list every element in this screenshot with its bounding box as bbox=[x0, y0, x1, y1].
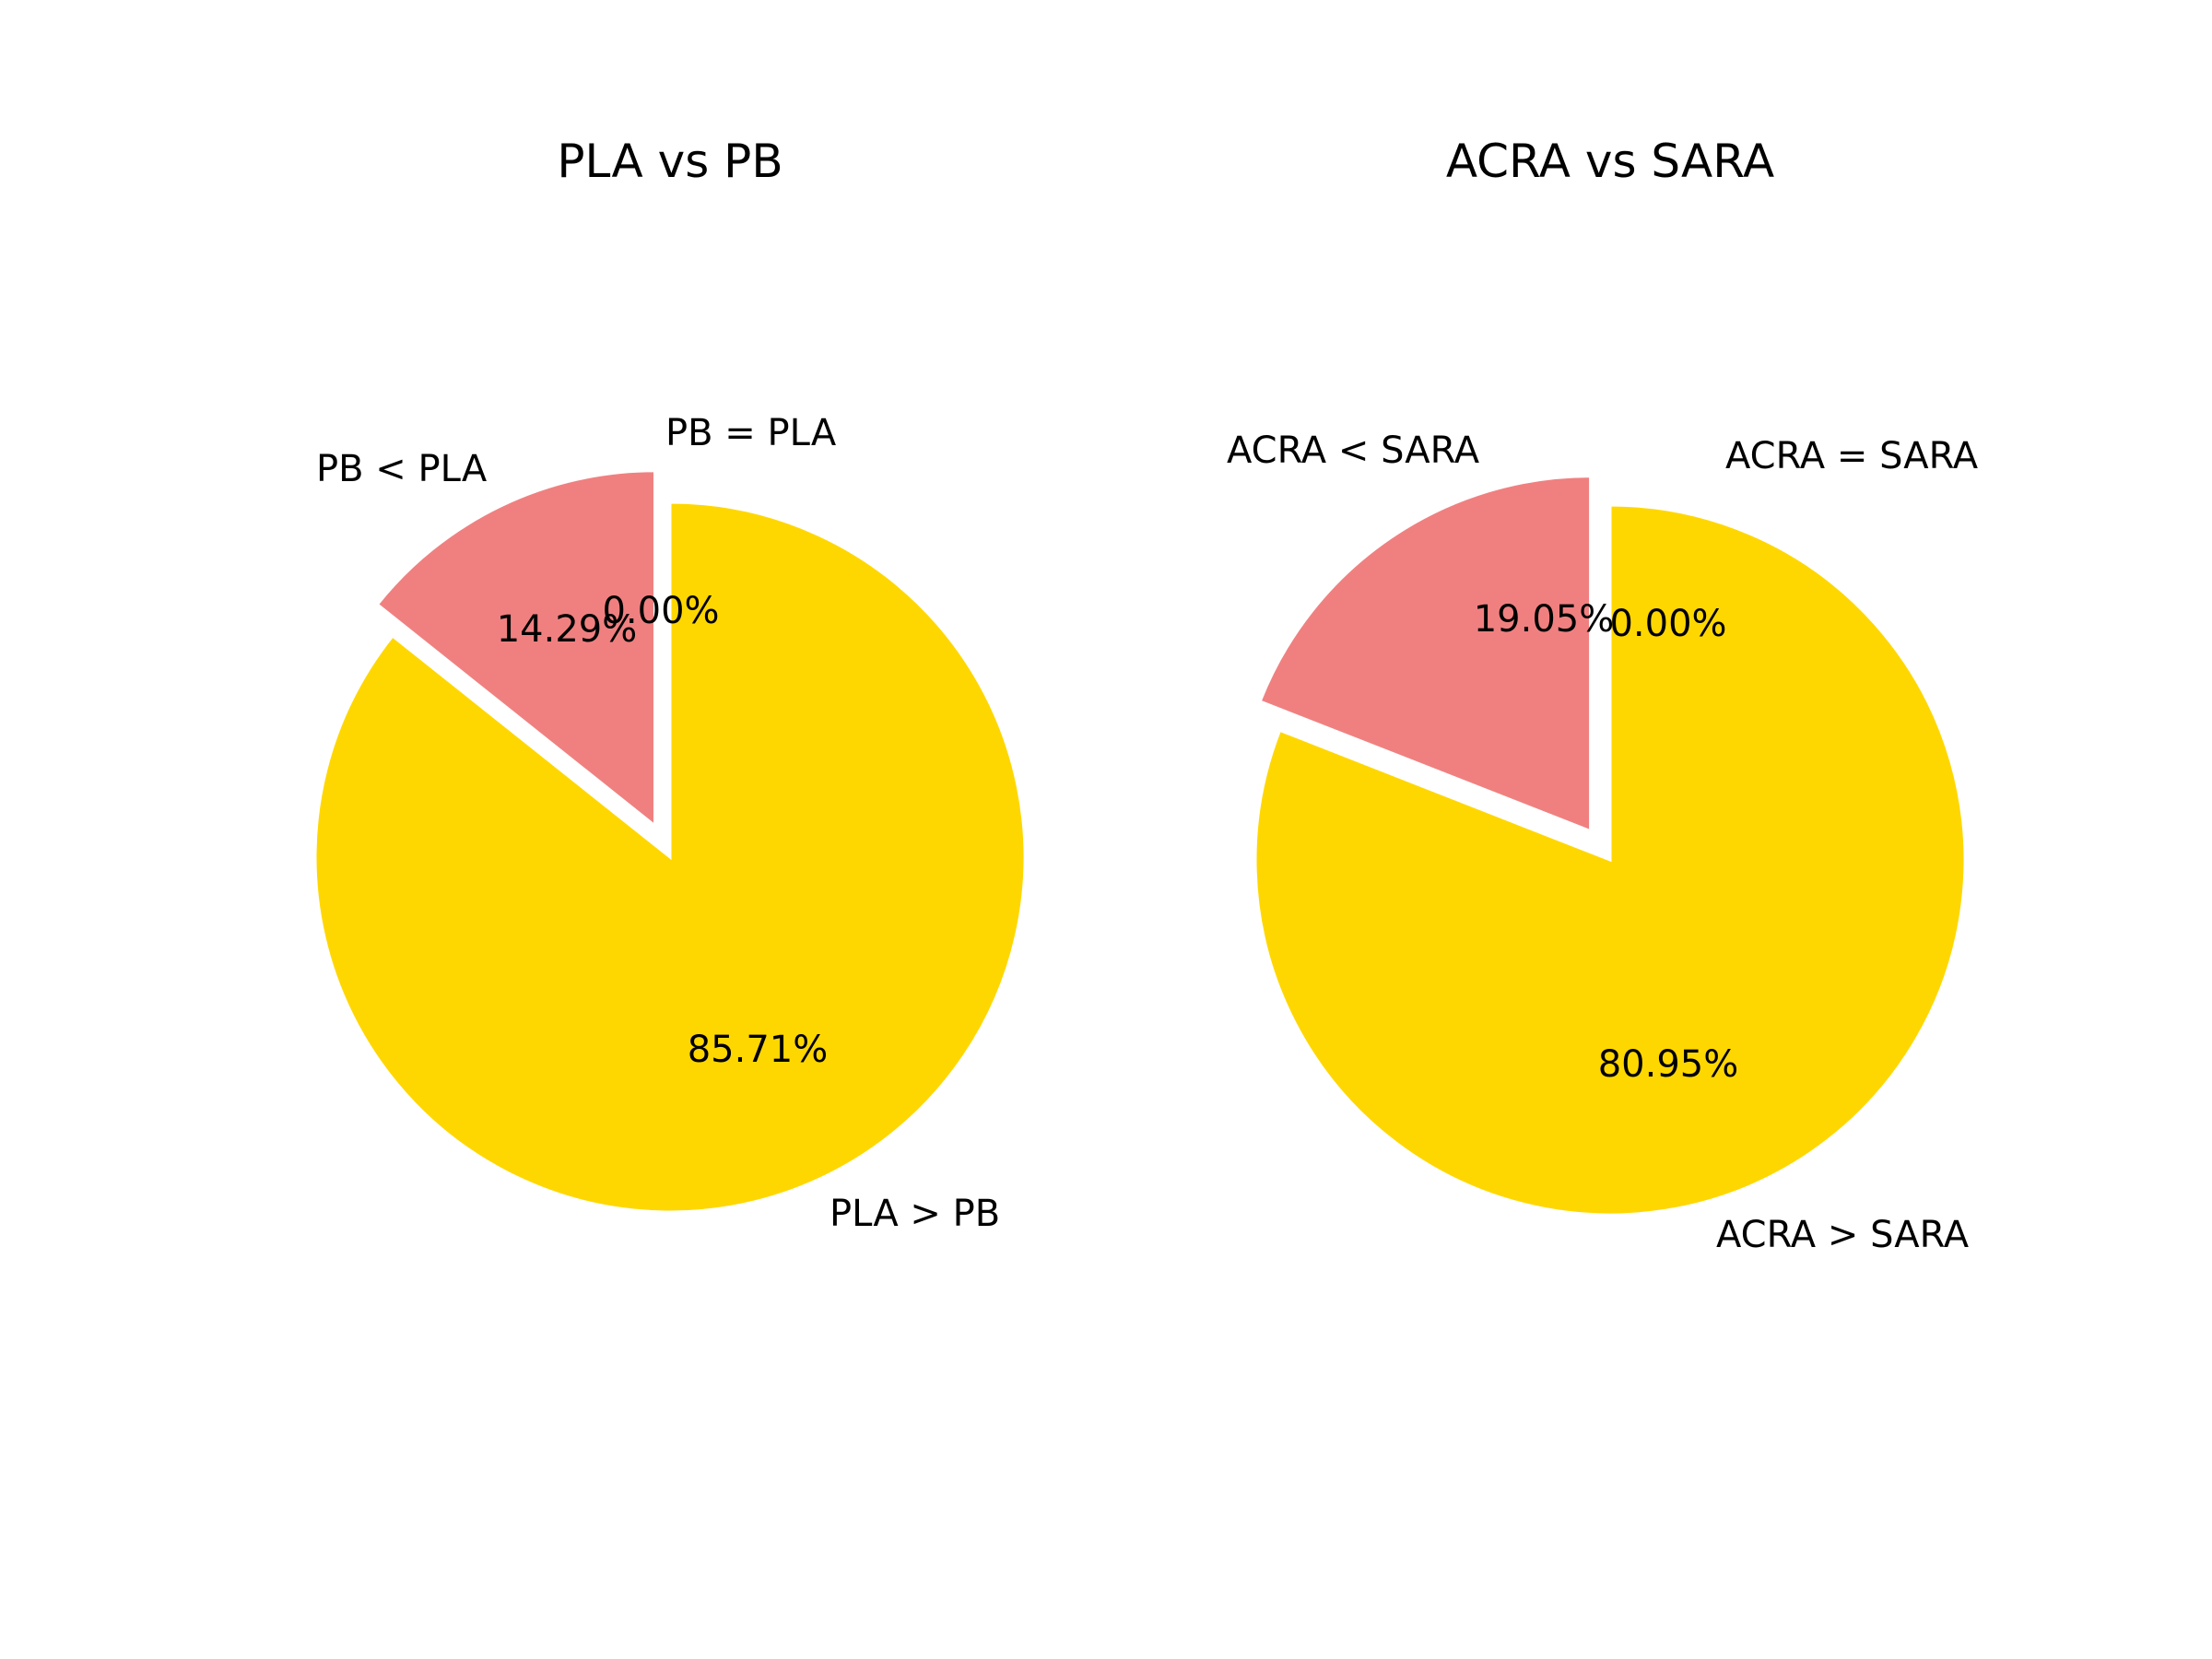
slice-label-pb-lt-pla: PB < PLA bbox=[316, 448, 488, 490]
pct-label-pb-eq-pla: 0.00% bbox=[602, 590, 719, 632]
pie-slices-2 bbox=[1253, 475, 1967, 1217]
pie-chart-2: ACRA vs SARA ACRA < SARA ACRA = SARA ACR… bbox=[1227, 135, 1979, 1256]
pct-label-acra-gt-sara: 80.95% bbox=[1598, 1043, 1739, 1086]
pct-label-acra-lt-sara: 19.05% bbox=[1474, 598, 1615, 641]
pct-label-pla-gt-pb: 85.71% bbox=[688, 1029, 829, 1071]
slice-label-acra-gt-sara: ACRA > SARA bbox=[1716, 1214, 1970, 1256]
slice-label-pb-eq-pla: PB = PLA bbox=[665, 412, 837, 454]
chart-title-2: ACRA vs SARA bbox=[1446, 135, 1774, 188]
pie-slices-1 bbox=[313, 469, 1027, 1214]
pie-slice-pb-lt-pla bbox=[375, 469, 657, 829]
pie-slice-pla-gt-pb bbox=[313, 500, 1027, 1214]
pie-labels-2: ACRA < SARA ACRA = SARA ACRA > SARA 19.0… bbox=[1227, 429, 1979, 1256]
slice-label-pla-gt-pb: PLA > PB bbox=[830, 1193, 1000, 1235]
pie-slice-acra-lt-sara bbox=[1258, 475, 1593, 833]
pct-label-acra-eq-sara: 0.00% bbox=[1609, 603, 1726, 645]
pie-slice-acra-gt-sara bbox=[1253, 503, 1967, 1217]
pie-chart-1: PLA vs PB PB < PLA PB = PLA PLA > PB 14.… bbox=[313, 135, 1027, 1235]
chart-title-1: PLA vs PB bbox=[557, 135, 782, 188]
slice-label-acra-eq-sara: ACRA = SARA bbox=[1725, 435, 1979, 477]
slice-label-acra-lt-sara: ACRA < SARA bbox=[1227, 429, 1480, 472]
pie-labels-1: PB < PLA PB = PLA PLA > PB 14.29% 0.00% … bbox=[316, 412, 1000, 1235]
pct-label-pb-lt-pla: 14.29% bbox=[497, 608, 638, 651]
